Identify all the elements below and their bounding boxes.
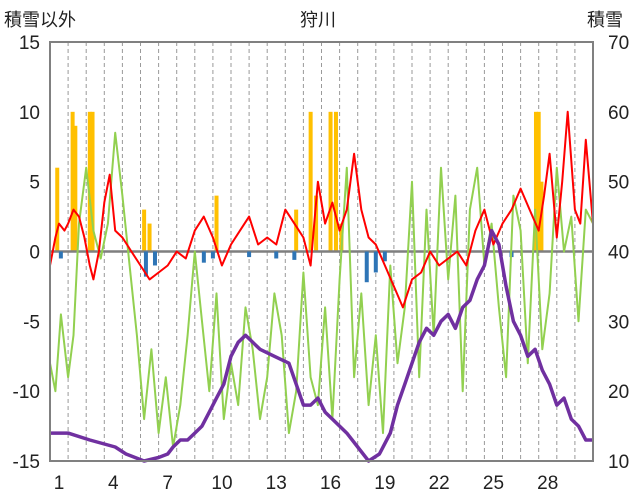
precipitation-bar [533, 111, 538, 252]
right-tick-label: 60 [608, 103, 629, 124]
x-tick-label: 10 [211, 473, 232, 494]
right-tick-label: 70 [608, 33, 629, 54]
chart-title: 狩川 [300, 10, 336, 31]
right-tick-label: 30 [608, 312, 629, 333]
negative-bar [58, 251, 63, 259]
negative-bar [143, 251, 148, 277]
x-tick-label: 25 [483, 473, 504, 494]
precipitation-bar [333, 111, 338, 252]
right-tick-label: 10 [608, 452, 629, 473]
precipitation-bar [214, 195, 219, 252]
precipitation-bar [536, 111, 541, 252]
precipitation-bar [142, 209, 147, 252]
series-lines [49, 110, 594, 463]
left-tick-label: 15 [19, 33, 40, 54]
x-tick-label: 7 [162, 473, 173, 494]
negative-bar [364, 251, 369, 283]
negative-bar [210, 251, 215, 259]
precipitation-bar [314, 195, 319, 252]
precipitation-bar [55, 167, 60, 252]
negative-bar [382, 251, 387, 262]
precipitation-bar [308, 111, 313, 252]
left-tick-label: -10 [13, 382, 40, 403]
left-tick-label: 10 [19, 103, 40, 124]
negative-bar [292, 251, 297, 260]
left-tick-label: -5 [23, 312, 40, 333]
negative-bar [274, 251, 279, 259]
snow-depth-line [50, 228, 593, 463]
precipitation-bar [70, 111, 75, 252]
negative-bar [201, 251, 206, 263]
x-tick-label: 22 [429, 473, 450, 494]
precipitation-bar [328, 111, 333, 252]
right-axis-label: 積雪 [587, 10, 623, 31]
precipitation-bar [294, 209, 299, 252]
green-series-line [49, 131, 594, 448]
left-tick-label: 5 [29, 173, 40, 194]
x-tick-label: 13 [266, 473, 287, 494]
x-tick-labels: 1 4 7 10 13 16 19 22 25 28 [54, 473, 559, 494]
negative-bar [373, 251, 378, 273]
left-tick-label: 0 [29, 243, 40, 264]
precipitation-bar [87, 111, 92, 252]
precipitation-bar [73, 125, 78, 252]
left-tick-labels: -15 -10 -5 0 5 10 15 [13, 33, 40, 473]
right-tick-labels: 10 20 30 40 50 60 70 [608, 33, 629, 473]
x-tick-label: 19 [374, 473, 395, 494]
right-tick-label: 20 [608, 382, 629, 403]
temperature-line [49, 110, 594, 309]
x-tick-label: 4 [108, 473, 119, 494]
x-tick-label: 28 [537, 473, 558, 494]
left-axis-label: 積雪以外 [4, 10, 76, 31]
plot-frame [49, 41, 594, 462]
precipitation-bar [147, 223, 152, 252]
left-tick-label: -15 [13, 452, 40, 473]
negative-bar [152, 251, 157, 266]
right-tick-label: 50 [608, 173, 629, 194]
x-tick-label: 16 [320, 473, 341, 494]
x-tick-label: 1 [54, 473, 65, 494]
right-tick-label: 40 [608, 243, 629, 264]
precipitation-bar [90, 111, 95, 252]
negative-bar [247, 251, 252, 258]
